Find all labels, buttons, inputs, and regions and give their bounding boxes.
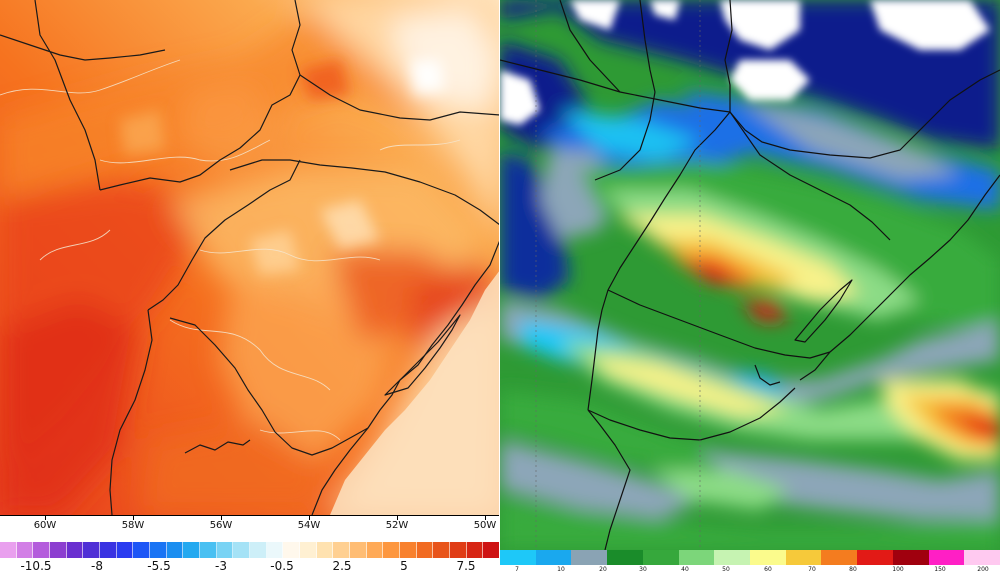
- colorbar-label: 10: [557, 566, 565, 573]
- colorbar-label: 200: [977, 566, 989, 573]
- colorbar-label: 30: [639, 566, 647, 573]
- colorbar-label: 50: [722, 566, 730, 573]
- lon-label-50w: 50W: [473, 520, 497, 531]
- colorbar-swatch: [928, 550, 965, 565]
- colorbar-swatch: [383, 542, 401, 558]
- precipitation-colorbar: 7 10 20 30 40 50 60 70 80 100 150 200: [500, 550, 1000, 576]
- colorbar-swatch: [0, 542, 17, 558]
- colorbar-swatch: [678, 550, 715, 565]
- colorbar-swatch: [33, 542, 51, 558]
- precipitation-panel: 7 10 20 30 40 50 60 70 80 100 150 200: [500, 0, 1000, 576]
- colorbar-swatch: [83, 542, 101, 558]
- lon-tick: [397, 516, 398, 520]
- colorbar-label: 100: [892, 566, 904, 573]
- lon-label-60w: 60W: [33, 520, 57, 531]
- temperature-anomaly-panel: 60W 58W 56W 54W 52W 50W -10.5 -8 -5.5 -3…: [0, 0, 500, 576]
- colorbar-swatch: [283, 542, 301, 558]
- colorbar-swatch: [750, 550, 786, 565]
- colorbar-label: 7.5: [456, 559, 476, 573]
- colorbar-swatch: [964, 550, 1000, 565]
- colorbar-swatch: [714, 550, 751, 565]
- precipitation-colorbar-swatches: [500, 550, 1000, 565]
- colorbar-label: -10.5: [20, 559, 52, 573]
- colorbar-label: -8: [91, 559, 103, 573]
- lon-label-52w: 52W: [385, 520, 409, 531]
- colorbar-label: -5.5: [147, 559, 171, 573]
- temperature-colorbar: -10.5 -8 -5.5 -3 -0.5 2.5 5 7.5: [0, 540, 500, 576]
- colorbar-swatch: [50, 542, 67, 558]
- colorbar-swatch: [821, 550, 858, 565]
- colorbar-swatch: [450, 542, 467, 558]
- colorbar-swatch: [466, 542, 484, 558]
- colorbar-swatch: [366, 542, 384, 558]
- colorbar-label: 7: [515, 566, 519, 573]
- colorbar-swatch: [116, 542, 134, 558]
- lon-label-54w: 54W: [297, 520, 321, 531]
- colorbar-label: -3: [215, 559, 227, 573]
- colorbar-label: 150: [934, 566, 946, 573]
- colorbar-swatch: [333, 542, 351, 558]
- colorbar-swatch: [166, 542, 184, 558]
- colorbar-swatch: [133, 542, 151, 558]
- temperature-colorbar-swatches: [0, 542, 500, 558]
- lon-label-58w: 58W: [121, 520, 145, 531]
- colorbar-swatch: [16, 542, 34, 558]
- lon-tick: [45, 516, 46, 520]
- colorbar-swatch: [100, 542, 117, 558]
- longitude-axis: 60W 58W 56W 54W 52W 50W: [0, 515, 500, 541]
- colorbar-label: 80: [849, 566, 857, 573]
- colorbar-swatch: [416, 542, 434, 558]
- colorbar-swatch: [300, 542, 317, 558]
- colorbar-swatch: [316, 542, 334, 558]
- colorbar-label: 70: [808, 566, 816, 573]
- precipitation-map: [500, 0, 1000, 550]
- temperature-anomaly-map: [0, 0, 500, 515]
- colorbar-label: 40: [681, 566, 689, 573]
- colorbar-swatch: [785, 550, 822, 565]
- colorbar-label: 60: [764, 566, 772, 573]
- colorbar-swatch: [642, 550, 679, 565]
- lon-tick: [133, 516, 134, 520]
- colorbar-swatch: [400, 542, 417, 558]
- colorbar-label: 2.5: [332, 559, 352, 573]
- lon-tick: [309, 516, 310, 520]
- colorbar-swatch: [350, 542, 367, 558]
- colorbar-swatch: [571, 550, 608, 565]
- colorbar-swatch: [250, 542, 267, 558]
- lon-tick: [485, 516, 486, 520]
- colorbar-swatch: [216, 542, 234, 558]
- colorbar-swatch: [200, 542, 217, 558]
- colorbar-swatch: [150, 542, 167, 558]
- colorbar-label: 20: [599, 566, 607, 573]
- colorbar-swatch: [607, 550, 643, 565]
- colorbar-label: 5: [400, 559, 408, 573]
- colorbar-swatch: [66, 542, 84, 558]
- lon-tick: [221, 516, 222, 520]
- colorbar-swatch: [535, 550, 572, 565]
- colorbar-swatch: [892, 550, 929, 565]
- colorbar-swatch: [183, 542, 201, 558]
- colorbar-label: -0.5: [270, 559, 294, 573]
- colorbar-swatch: [483, 542, 500, 558]
- colorbar-swatch: [233, 542, 251, 558]
- colorbar-swatch: [433, 542, 451, 558]
- colorbar-swatch: [266, 542, 284, 558]
- colorbar-swatch: [500, 550, 536, 565]
- colorbar-swatch: [857, 550, 893, 565]
- lon-label-56w: 56W: [209, 520, 233, 531]
